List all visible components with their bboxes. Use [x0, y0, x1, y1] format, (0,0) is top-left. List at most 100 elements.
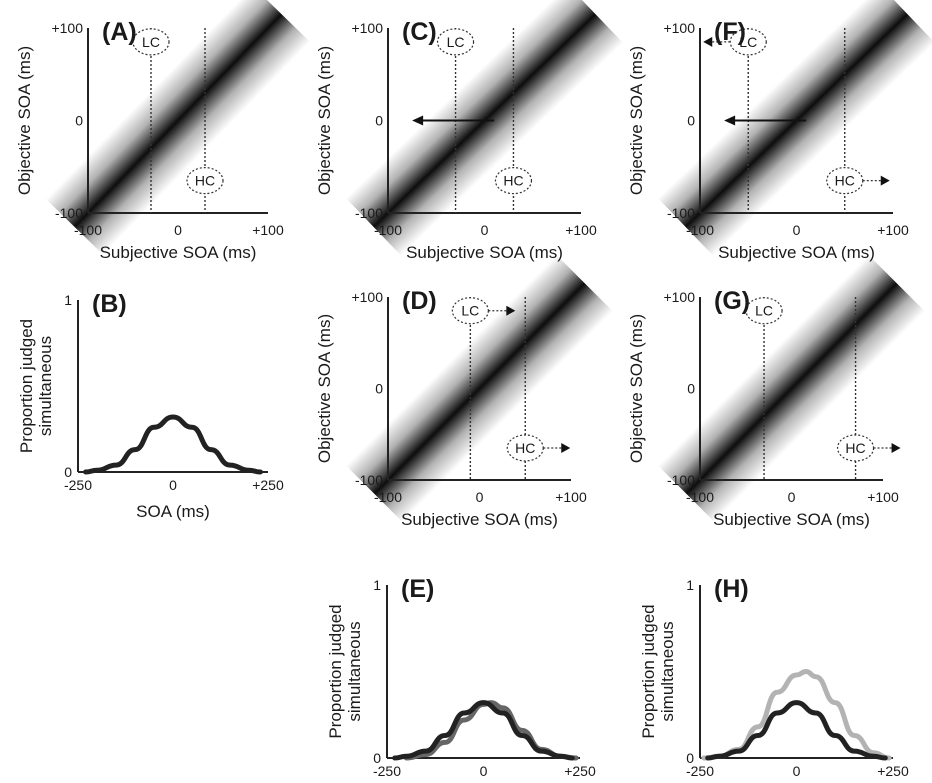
x-tick-label: 0 — [793, 763, 801, 779]
marker-label-lc: LC — [142, 34, 160, 50]
y-axis-title-line1: Proportion judged — [17, 319, 36, 453]
y-tick-label: +100 — [351, 289, 383, 305]
panel-label: (H) — [714, 575, 749, 603]
y-tick-label: +100 — [663, 289, 695, 305]
x-tick-label: 0 — [793, 222, 801, 238]
panel-label: (E) — [401, 575, 434, 603]
x-tick-label: +250 — [564, 763, 596, 779]
y-axis-title: Objective SOA (ms) — [627, 314, 646, 463]
panel-label: (C) — [402, 18, 437, 46]
marker-label-lc: LC — [461, 303, 479, 319]
x-axis-title: SOA (ms) — [136, 502, 210, 521]
x-axis-title: Subjective SOA (ms) — [718, 243, 875, 262]
series-line-2 — [705, 700, 888, 761]
x-tick-label: -250 — [373, 763, 401, 779]
y-tick-label: 0 — [686, 750, 694, 766]
x-tick-label: -100 — [374, 222, 402, 238]
x-tick-label: 0 — [174, 222, 182, 238]
x-axis-title: Subjective SOA (ms) — [100, 243, 257, 262]
x-tick-label: +100 — [555, 489, 587, 505]
marker-label-hc: HC — [195, 173, 215, 189]
y-tick-label: 0 — [375, 381, 383, 397]
y-tick-label: -100 — [355, 472, 383, 488]
marker-label-lc: LC — [447, 34, 465, 50]
panel-d: LC HC -100 0 +100 -100 0 +100 Subjective SOA (ms… — [315, 254, 614, 529]
x-tick-label: -100 — [686, 489, 714, 505]
y-tick-label: 1 — [686, 577, 694, 593]
x-tick-label: +250 — [252, 477, 284, 493]
x-axis-title: Subjective SOA (ms) — [406, 243, 563, 262]
y-tick-label: 1 — [64, 292, 72, 308]
marker-label-lc: LC — [739, 34, 757, 50]
x-tick-label: +100 — [565, 222, 597, 238]
marker-label-hc: HC — [503, 173, 523, 189]
y-tick-label: 0 — [373, 750, 381, 766]
diagonal-band — [657, 0, 932, 256]
diagonal-band — [657, 254, 926, 523]
y-tick-label: +100 — [351, 20, 383, 36]
series-line-1 — [701, 668, 892, 761]
x-tick-label: -100 — [374, 489, 402, 505]
marker-ellipse-lc — [436, 28, 475, 56]
y-axis-title: Objective SOA (ms) — [15, 46, 34, 195]
series-line-1 — [83, 414, 263, 475]
x-axis-title: Subjective SOA (ms) — [401, 510, 558, 529]
y-tick-label: -100 — [355, 205, 383, 221]
panel-label: (F) — [714, 18, 746, 46]
x-tick-label: +250 — [877, 763, 909, 779]
marker-arrowhead — [880, 175, 890, 186]
y-axis-title-line1: Proportion judged — [326, 604, 345, 738]
y-axis-title: Objective SOA (ms) — [627, 46, 646, 195]
panel-g: LC HC -100 0 +100 -100 0 +100 Subjective SOA (ms… — [627, 254, 926, 529]
marker-arrowhead — [506, 305, 516, 316]
y-tick-label: 0 — [64, 464, 72, 480]
x-tick-label: 0 — [480, 763, 488, 779]
x-tick-label: +100 — [252, 222, 284, 238]
marker-label-hc: HC — [835, 173, 855, 189]
y-tick-label: +100 — [51, 20, 83, 36]
marker-ellipse-lc — [745, 297, 783, 325]
y-axis-title-line1: Proportion judged — [639, 604, 658, 738]
marker-arrowhead — [891, 442, 901, 453]
x-tick-label: -100 — [686, 222, 714, 238]
x-tick-label: 0 — [788, 489, 796, 505]
y-axis-title-line2: simultaneous — [658, 621, 677, 721]
series-line-2 — [392, 700, 575, 761]
x-tick-label: -100 — [74, 222, 102, 238]
y-axis-title-line2: simultaneous — [345, 621, 364, 721]
y-tick-label: 0 — [375, 113, 383, 129]
y-axis-title-line2: simultaneous — [36, 336, 55, 436]
marker-label-lc: LC — [755, 303, 773, 319]
diagonal-band — [45, 0, 311, 255]
y-tick-label: -100 — [667, 205, 695, 221]
marker-ellipse-lc — [132, 28, 170, 56]
y-tick-label: -100 — [667, 472, 695, 488]
panel-label: (B) — [92, 290, 127, 318]
y-tick-label: +100 — [663, 20, 695, 36]
x-tick-label: 0 — [169, 477, 177, 493]
marker-arrowhead — [561, 442, 571, 453]
x-tick-label: 0 — [481, 222, 489, 238]
marker-label-hc: HC — [515, 440, 535, 456]
x-tick-label: -250 — [686, 763, 714, 779]
marker-ellipse-hc — [494, 167, 533, 195]
panel-label: (D) — [402, 287, 437, 315]
marker-label-hc: HC — [845, 440, 865, 456]
panel-a: LC HC -100 0 +100 -100 0 +100 Subjective SOA (ms… — [15, 0, 311, 262]
shift-arrowhead — [412, 115, 424, 126]
y-axis-title: Objective SOA (ms) — [315, 46, 334, 195]
panel-label: (G) — [714, 287, 750, 315]
y-axis-title: Objective SOA (ms) — [315, 314, 334, 463]
x-tick-label: -250 — [64, 477, 92, 493]
diagonal-band — [345, 254, 614, 523]
y-tick-label: 1 — [373, 577, 381, 593]
panel-label: (A) — [102, 18, 137, 46]
marker-arrowhead — [703, 36, 713, 47]
y-tick-label: 0 — [687, 113, 695, 129]
